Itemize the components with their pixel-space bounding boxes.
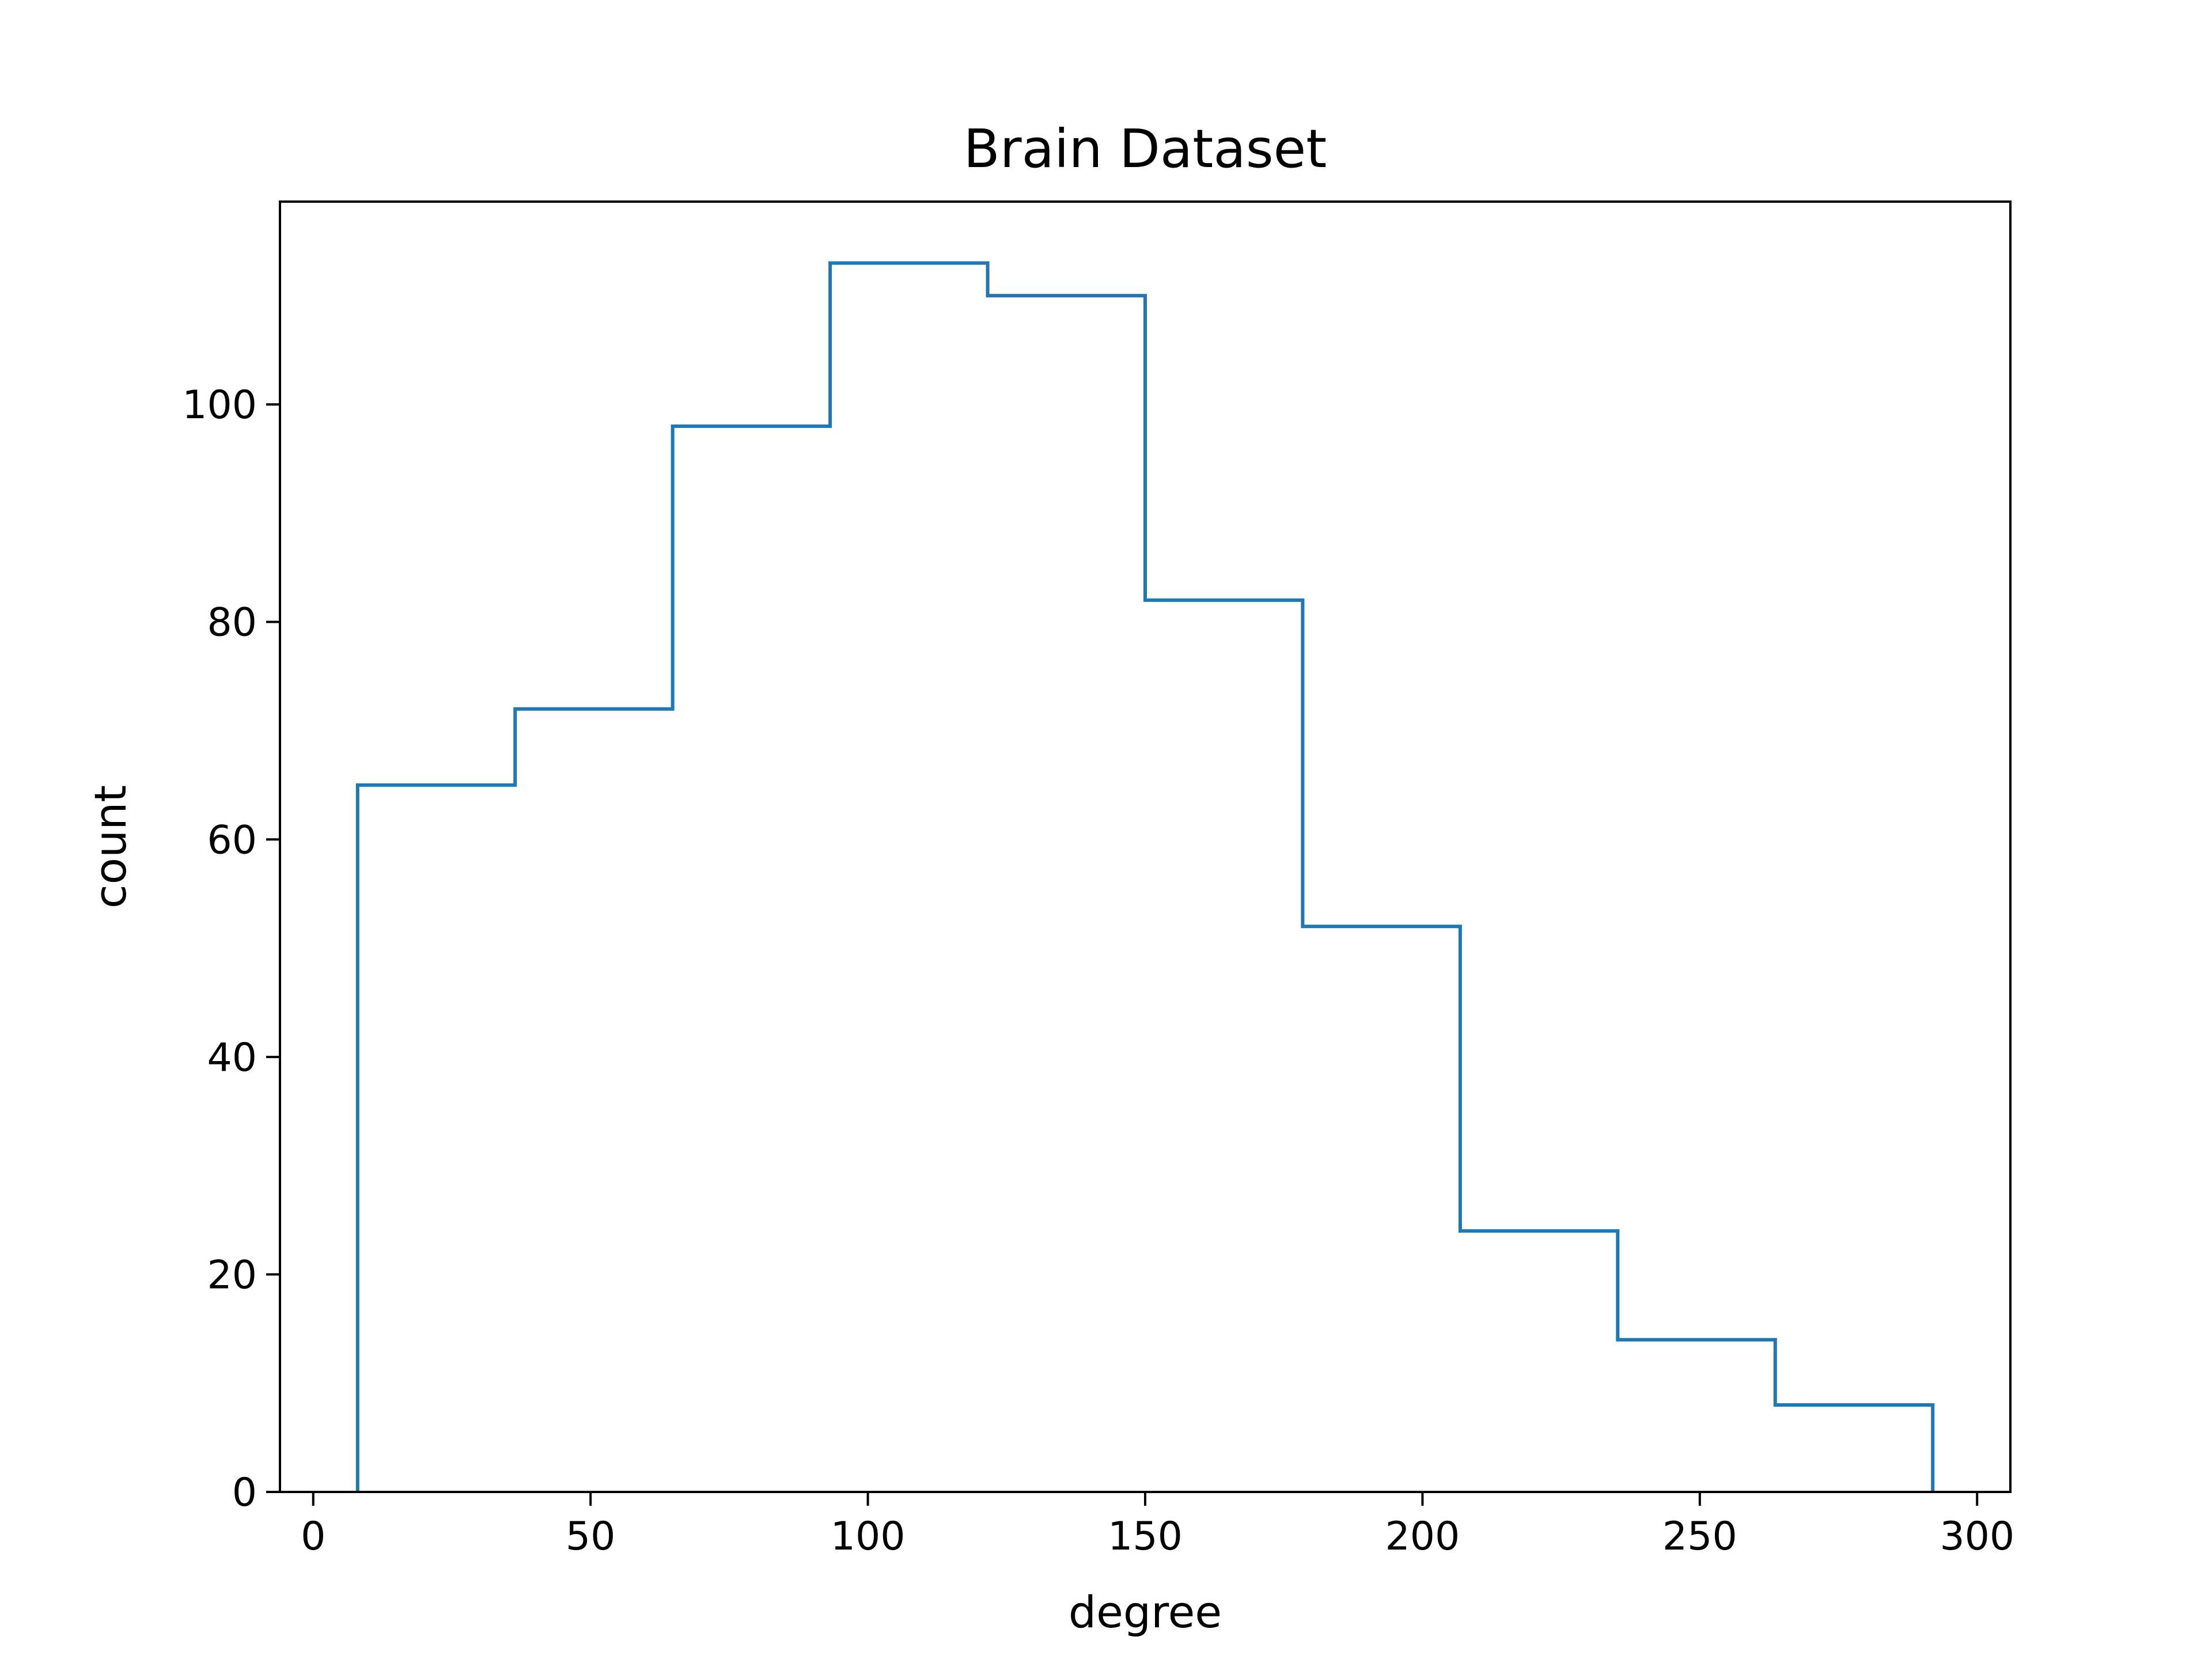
y-axis: 0 20 40 60 80 100 <box>182 382 280 1516</box>
x-tick-label: 200 <box>1385 1514 1460 1559</box>
x-tick-label: 50 <box>566 1514 616 1559</box>
y-tick-label: 60 <box>207 817 257 863</box>
x-tick-label: 0 <box>301 1514 325 1559</box>
x-tick-label: 100 <box>831 1514 906 1559</box>
y-tick-label: 100 <box>182 382 257 428</box>
y-tick-label: 40 <box>207 1035 257 1081</box>
y-tick-label: 20 <box>207 1252 257 1298</box>
plot-layer <box>355 261 1935 1492</box>
x-tick-label: 150 <box>1108 1514 1183 1559</box>
x-tick-label: 300 <box>1940 1514 2014 1559</box>
histogram-step-line <box>355 261 1935 1492</box>
x-tick-label: 250 <box>1662 1514 1737 1559</box>
x-axis: 0 50 100 150 200 250 300 <box>301 1492 2014 1559</box>
chart-title: Brain Dataset <box>964 118 1327 180</box>
x-axis-label: degree <box>1069 1586 1222 1638</box>
y-tick-label: 0 <box>232 1470 257 1516</box>
y-axis-label: count <box>85 785 136 908</box>
y-tick-label: 80 <box>207 600 257 646</box>
